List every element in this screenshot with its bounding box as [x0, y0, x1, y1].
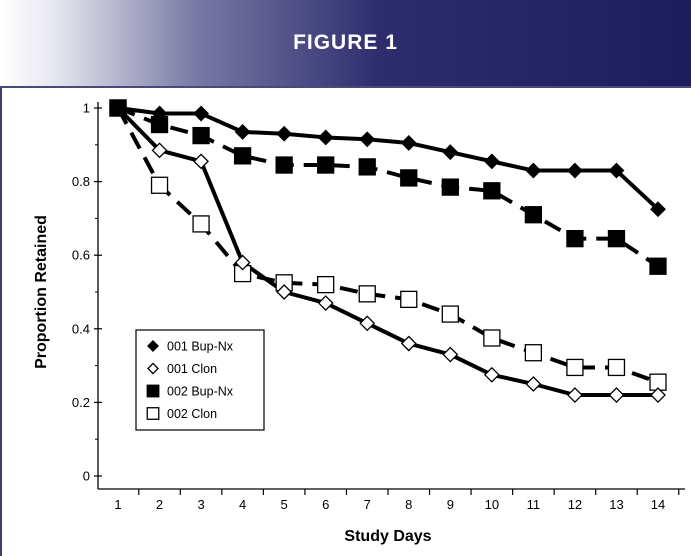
- x-tick-label: 10: [485, 497, 499, 512]
- x-tick-label: 12: [568, 497, 582, 512]
- legend-marker: [146, 407, 160, 420]
- data-point-diamond: [608, 162, 625, 179]
- header-divider: [0, 86, 691, 88]
- y-axis-title: Proportion Retained: [33, 215, 50, 369]
- data-point-square: [524, 344, 543, 362]
- data-point-square: [441, 305, 459, 323]
- data-point-square: [524, 206, 543, 224]
- data-point-diamond: [151, 142, 168, 159]
- data-point-diamond: [483, 153, 500, 170]
- data-point-diamond: [483, 366, 500, 383]
- figure-header: FIGURE 1: [0, 0, 691, 86]
- data-point-diamond: [567, 387, 583, 403]
- y-tick-label: 0.8: [72, 174, 90, 189]
- data-point-square: [441, 178, 459, 196]
- x-tick-label: 4: [239, 497, 246, 512]
- data-point-diamond: [400, 135, 417, 151]
- data-point-square: [400, 169, 418, 187]
- legend-label: 001 Bup-Nx: [167, 340, 234, 354]
- data-point-diamond: [317, 295, 334, 311]
- data-point-square: [400, 290, 418, 309]
- x-tick-label: 3: [197, 497, 204, 512]
- x-tick-label: 7: [364, 497, 371, 512]
- data-point-diamond: [276, 284, 293, 300]
- data-point-diamond: [151, 105, 168, 122]
- data-point-diamond: [567, 162, 583, 179]
- data-point-diamond: [234, 124, 251, 140]
- data-point-diamond: [650, 387, 666, 403]
- data-point-square: [358, 158, 376, 176]
- x-tick-label: 8: [405, 497, 412, 512]
- data-point-diamond: [110, 100, 126, 116]
- x-tick-label: 11: [527, 497, 541, 512]
- data-point-diamond: [276, 125, 293, 142]
- legend-label: 002 Clon: [167, 407, 217, 421]
- data-point-diamond: [650, 201, 666, 218]
- legend-marker: [147, 362, 159, 375]
- data-point-diamond: [234, 254, 251, 271]
- data-point-square: [566, 229, 584, 248]
- y-tick-label: 1: [83, 101, 90, 116]
- x-tick-label: 5: [281, 497, 288, 512]
- x-tick-label: 9: [447, 497, 454, 512]
- data-point-square: [566, 358, 584, 377]
- data-point-square: [317, 156, 335, 174]
- data-point-square: [607, 358, 626, 377]
- data-point-diamond: [317, 129, 334, 146]
- legend-marker: [147, 340, 159, 352]
- series-line-1: [116, 106, 658, 398]
- figure-title: FIGURE 1: [293, 31, 398, 54]
- x-axis-title: Study Days: [344, 528, 431, 545]
- data-point-square: [358, 285, 376, 303]
- y-tick-label: 0.4: [72, 321, 90, 336]
- legend-label: 002 Bup-Nx: [167, 385, 234, 399]
- data-point-diamond: [400, 335, 417, 352]
- y-tick-label: 0.2: [72, 395, 90, 410]
- data-point-diamond: [193, 153, 209, 170]
- data-point-square: [649, 257, 667, 275]
- y-tick-label: 0.6: [72, 248, 90, 263]
- x-tick-label: 14: [651, 497, 665, 512]
- data-point-square: [317, 275, 335, 294]
- data-point-square: [483, 182, 501, 200]
- data-point-diamond: [442, 144, 459, 161]
- data-point-diamond: [608, 387, 625, 403]
- data-point-square: [233, 147, 252, 165]
- x-tick-label: 2: [156, 497, 163, 512]
- x-tick-label: 13: [609, 497, 623, 512]
- data-point-diamond: [359, 315, 376, 332]
- data-point-square: [483, 329, 501, 347]
- y-tick-label: 0: [83, 469, 90, 484]
- data-point-square: [275, 156, 293, 174]
- x-tick-label: 1: [114, 497, 121, 512]
- data-point-diamond: [442, 346, 459, 363]
- data-point-diamond: [525, 162, 542, 179]
- data-point-square: [192, 215, 210, 233]
- x-tick-label: 6: [322, 497, 329, 512]
- data-point-diamond: [359, 131, 376, 148]
- legend-label: 001 Clon: [167, 362, 217, 376]
- legend-marker: [146, 384, 160, 398]
- data-point-square: [192, 126, 210, 145]
- data-point-diamond: [193, 105, 209, 122]
- data-point-square: [607, 229, 626, 248]
- data-point-diamond: [525, 376, 542, 392]
- data-point-square: [150, 176, 169, 194]
